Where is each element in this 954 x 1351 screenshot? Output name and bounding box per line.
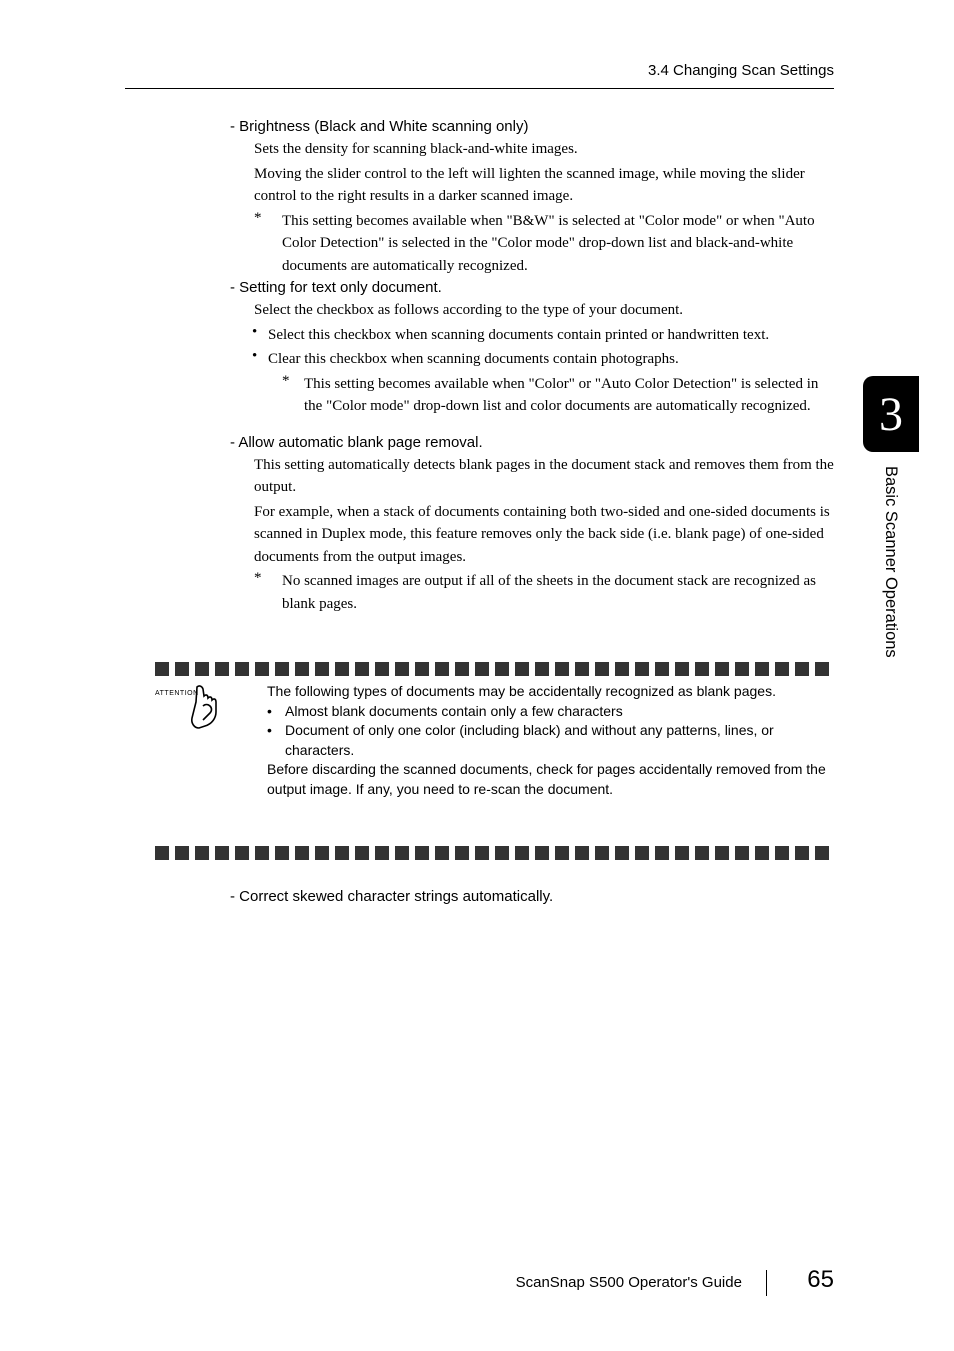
item-blank-p2: For example, when a stack of documents c… [254, 501, 835, 569]
item-textonly-bullet1-text: Select this checkbox when scanning docum… [268, 324, 769, 347]
item-textonly-title: - Setting for text only document. [230, 279, 835, 296]
item-brightness-p1: Sets the density for scanning black-and-… [254, 138, 835, 161]
item-textonly-note: * This setting becomes available when "C… [282, 373, 835, 418]
item-textonly-bullet2-text: Clear this checkbox when scanning docume… [268, 348, 679, 371]
star-marker: * [254, 570, 282, 615]
item-textonly-note-text: This setting becomes available when "Col… [304, 373, 835, 418]
bullet-marker: • [252, 348, 268, 371]
item-blank-title: - Allow automatic blank page removal. [230, 434, 835, 451]
main-content: - Brightness (Black and White scanning o… [230, 118, 835, 617]
attention-divider-top [155, 662, 835, 676]
attention-text-2: Before discarding the scanned documents,… [267, 760, 840, 799]
bullet-marker: • [267, 721, 285, 760]
side-tab: 3 Basic Scanner Operations [863, 376, 919, 658]
attention-bullet-2-text: Document of only one color (including bl… [285, 721, 840, 760]
item-blank-note: * No scanned images are output if all of… [254, 570, 835, 615]
item-brightness-note: * This setting becomes available when "B… [254, 210, 835, 278]
item-blank-note-text: No scanned images are output if all of t… [282, 570, 835, 615]
attention-bullet-2: • Document of only one color (including … [267, 721, 840, 760]
item-textonly-p1: Select the checkbox as follows according… [254, 299, 835, 322]
footer-page-number: 65 [807, 1266, 834, 1293]
item-blank-p1: This setting automatically detects blank… [254, 454, 835, 499]
item-textonly-bullet1: • Select this checkbox when scanning doc… [252, 324, 835, 347]
attention-divider-bottom [155, 846, 835, 860]
item-textonly-bullet2: • Clear this checkbox when scanning docu… [252, 348, 835, 371]
item-brightness-note-text: This setting becomes available when "B&W… [282, 210, 835, 278]
header-section-label: 3.4 Changing Scan Settings [648, 62, 834, 79]
footer: ScanSnap S500 Operator's Guide 65 [516, 1266, 834, 1296]
item-skew-title: - Correct skewed character strings autom… [230, 888, 835, 905]
item-skew: - Correct skewed character strings autom… [230, 888, 835, 908]
attention-bullet-1: • Almost blank documents contain only a … [267, 702, 840, 722]
hand-drawing-icon [189, 684, 233, 730]
star-marker: * [282, 373, 304, 418]
attention-block: ATTENTION The following types of documen… [155, 682, 840, 800]
chapter-number-tab: 3 [863, 376, 919, 452]
star-marker: * [254, 210, 282, 278]
chapter-name-vertical: Basic Scanner Operations [881, 466, 900, 658]
bullet-marker: • [252, 324, 268, 347]
item-brightness-title: - Brightness (Black and White scanning o… [230, 118, 835, 135]
footer-divider [766, 1270, 767, 1296]
attention-bullet-1-text: Almost blank documents contain only a fe… [285, 702, 623, 722]
bullet-marker: • [267, 702, 285, 722]
header-rule [125, 88, 834, 89]
attention-text-1: The following types of documents may be … [267, 682, 840, 702]
item-brightness-p2: Moving the slider control to the left wi… [254, 163, 835, 208]
footer-guide-title: ScanSnap S500 Operator's Guide [516, 1274, 742, 1291]
